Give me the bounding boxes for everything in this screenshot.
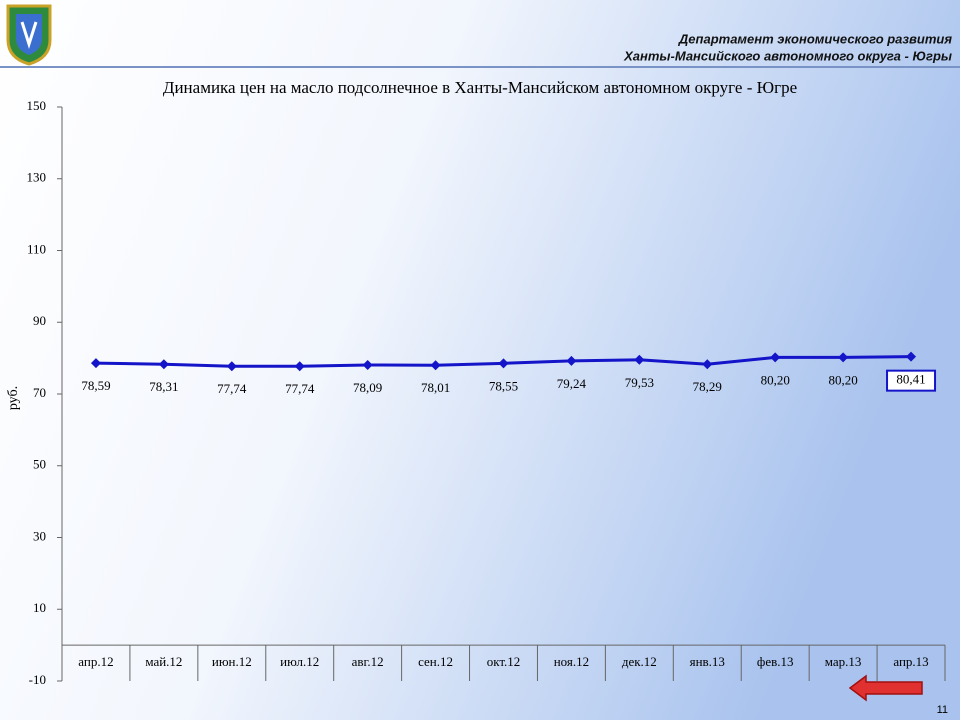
x-tick-label: май.12 — [145, 654, 182, 669]
value-label: 78,31 — [149, 379, 178, 394]
x-tick-label: фев.13 — [757, 654, 794, 669]
value-label: 80,20 — [828, 372, 857, 387]
y-tick-label: 110 — [27, 241, 46, 256]
point-marker — [838, 352, 849, 363]
page-number: 11 — [937, 704, 948, 716]
back-arrow[interactable] — [848, 674, 923, 702]
value-label: 77,74 — [217, 381, 247, 396]
point-marker — [498, 358, 509, 369]
y-tick-label: 70 — [33, 385, 46, 400]
point-marker — [294, 361, 305, 372]
label-box — [886, 369, 937, 392]
point-marker — [634, 354, 645, 365]
x-tick-label: апр.12 — [78, 654, 113, 669]
y-tick-label: 90 — [33, 313, 46, 328]
header-line: Ханты-Мансийского автономного округа - Ю… — [623, 48, 952, 63]
x-tick-label: сен.12 — [418, 654, 453, 669]
y-tick-label: 50 — [33, 457, 46, 472]
x-tick-label: июл.12 — [280, 654, 319, 669]
x-tick-label: июн.12 — [212, 654, 252, 669]
value-label: 79,24 — [557, 376, 587, 391]
point-marker — [226, 361, 237, 372]
value-label: 78,09 — [353, 380, 382, 395]
value-label: 77,74 — [285, 381, 315, 396]
chart-title: Динамика цен на масло подсолнечное в Хан… — [163, 78, 797, 97]
x-tick-label: авг.12 — [352, 654, 384, 669]
x-tick-label: окт.12 — [487, 654, 521, 669]
value-label: 79,53 — [625, 375, 654, 390]
y-tick-label: 150 — [27, 98, 47, 113]
point-marker — [770, 352, 781, 363]
back-button[interactable] — [848, 674, 923, 702]
value-label: 78,01 — [421, 380, 450, 395]
y-axis-label: руб. — [6, 386, 21, 410]
value-label: 78,59 — [81, 378, 110, 393]
x-tick-label: мар.13 — [825, 654, 862, 669]
x-tick-label: апр.13 — [893, 654, 928, 669]
x-tick-label: янв.13 — [690, 654, 725, 669]
point-marker — [430, 360, 441, 371]
point-marker — [566, 355, 577, 366]
point-marker — [90, 358, 101, 369]
value-label: 80,41 — [896, 372, 925, 387]
x-tick-label: дек.12 — [622, 654, 657, 669]
point-marker — [906, 351, 917, 362]
point-marker — [362, 359, 373, 370]
header-line: Департамент экономического развития — [678, 31, 952, 46]
y-tick-label: 10 — [33, 600, 46, 615]
value-label: 78,55 — [489, 378, 518, 393]
value-label: 80,20 — [761, 372, 790, 387]
point-marker — [702, 359, 713, 370]
x-tick-label: ноя.12 — [554, 654, 589, 669]
point-marker — [158, 359, 169, 370]
value-label: 78,29 — [693, 379, 722, 394]
y-tick-label: -10 — [29, 672, 46, 687]
y-tick-label: 30 — [33, 528, 46, 543]
y-tick-label: 130 — [27, 170, 47, 185]
emblem — [6, 4, 52, 66]
